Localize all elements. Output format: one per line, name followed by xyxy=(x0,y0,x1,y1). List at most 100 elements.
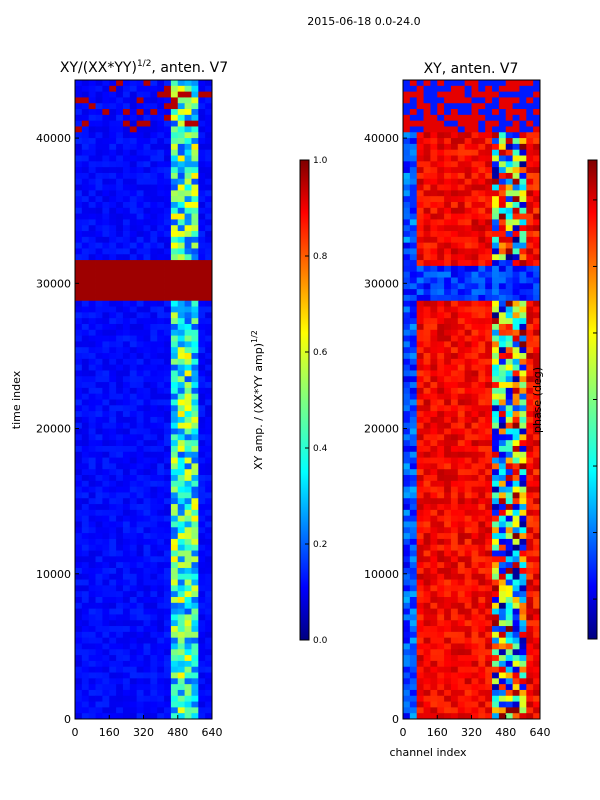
heatmap-cell xyxy=(75,463,83,470)
heatmap-cell xyxy=(403,701,411,708)
heatmap-cell xyxy=(444,196,452,203)
heatmap-cell xyxy=(471,382,479,389)
heatmap-cell xyxy=(519,260,527,267)
heatmap-cell xyxy=(205,405,213,412)
heatmap-cell xyxy=(191,591,199,598)
heatmap-cell xyxy=(464,422,472,429)
heatmap-cell xyxy=(498,126,507,133)
heatmap-cell xyxy=(505,492,513,499)
heatmap-cell xyxy=(191,492,199,499)
heatmap-cell xyxy=(129,242,138,249)
heatmap-cell xyxy=(437,643,445,650)
heatmap-cell xyxy=(136,312,144,319)
heatmap-cell xyxy=(457,515,466,522)
heatmap-cell xyxy=(450,695,459,702)
heatmap-cell xyxy=(109,254,117,261)
heatmap-cell xyxy=(191,114,199,122)
heatmap-cell xyxy=(492,109,500,116)
heatmap-cell xyxy=(116,172,124,180)
heatmap-cell xyxy=(136,492,144,499)
amplitude-heatmap xyxy=(75,80,213,720)
heatmap-cell xyxy=(471,370,479,377)
heatmap-cell xyxy=(102,597,110,604)
heatmap-cell xyxy=(136,213,144,220)
heatmap-cell xyxy=(512,544,520,551)
heatmap-cell xyxy=(457,591,466,598)
heatmap-cell xyxy=(116,533,124,540)
heatmap-cell xyxy=(485,666,493,673)
heatmap-cell xyxy=(533,637,541,644)
heatmap-cell xyxy=(191,405,199,412)
heatmap-cell xyxy=(519,318,527,325)
heatmap-cell xyxy=(95,178,103,185)
heatmap-cell xyxy=(450,289,459,296)
heatmap-cell xyxy=(75,271,83,278)
heatmap-cell xyxy=(143,457,151,464)
heatmap-cell xyxy=(519,463,527,470)
heatmap-cell xyxy=(157,498,165,505)
heatmap-cell xyxy=(471,155,479,162)
heatmap-cell xyxy=(102,161,110,168)
heatmap-cell xyxy=(403,707,411,714)
heatmap-cell xyxy=(505,620,513,627)
heatmap-cell xyxy=(492,294,500,302)
heatmap-cell xyxy=(512,132,520,139)
heatmap-cell xyxy=(444,509,452,517)
heatmap-cell xyxy=(437,713,445,720)
heatmap-cell xyxy=(444,626,452,633)
x-tick-label: 640 xyxy=(202,726,223,739)
heatmap-cell xyxy=(184,80,192,87)
heatmap-cell xyxy=(170,294,179,302)
heatmap-cell xyxy=(184,597,192,604)
heatmap-cell xyxy=(457,155,466,162)
heatmap-cell xyxy=(88,143,96,151)
heatmap-cell xyxy=(492,126,500,133)
heatmap-cell xyxy=(450,509,459,517)
heatmap-cell xyxy=(450,405,459,412)
heatmap-cell xyxy=(184,457,192,464)
heatmap-cell xyxy=(170,573,179,580)
heatmap-cell xyxy=(177,294,185,302)
heatmap-cell xyxy=(485,103,493,110)
heatmap-cell xyxy=(116,114,124,122)
heatmap-cell xyxy=(430,300,438,307)
heatmap-cell xyxy=(88,364,96,371)
heatmap-cell xyxy=(437,666,445,673)
heatmap-cell xyxy=(437,85,445,93)
heatmap-cell xyxy=(444,655,452,662)
heatmap-cell xyxy=(492,660,500,668)
heatmap-cell xyxy=(177,387,185,395)
heatmap-cell xyxy=(512,358,520,366)
heatmap-cell xyxy=(492,649,500,656)
heatmap-cell xyxy=(184,660,192,668)
heatmap-cell xyxy=(109,213,117,220)
heatmap-cell xyxy=(177,300,185,307)
heatmap-cell xyxy=(75,457,83,464)
heatmap-cell xyxy=(409,614,418,621)
heatmap-cell xyxy=(122,167,131,174)
heatmap-cell xyxy=(164,591,172,598)
heatmap-cell xyxy=(150,620,158,627)
heatmap-cell xyxy=(81,312,90,319)
heatmap-cell xyxy=(409,626,418,633)
heatmap-cell xyxy=(478,498,486,505)
heatmap-cell xyxy=(526,660,534,668)
heatmap-cell xyxy=(177,585,185,592)
heatmap-cell xyxy=(129,626,138,633)
heatmap-cell xyxy=(157,132,165,139)
heatmap-cell xyxy=(457,567,466,575)
heatmap-cell xyxy=(498,666,507,673)
heatmap-cell xyxy=(81,109,90,116)
heatmap-cell xyxy=(177,498,185,505)
heatmap-cell xyxy=(416,515,424,522)
heatmap-cell xyxy=(102,556,110,563)
heatmap-cell xyxy=(512,120,520,127)
heatmap-cell xyxy=(109,399,117,406)
heatmap-cell xyxy=(143,666,151,673)
heatmap-cell xyxy=(457,376,466,383)
heatmap-cell xyxy=(485,393,493,400)
heatmap-cell xyxy=(437,109,445,116)
heatmap-cell xyxy=(143,120,151,127)
heatmap-cell xyxy=(526,713,534,720)
heatmap-cell xyxy=(430,323,438,331)
